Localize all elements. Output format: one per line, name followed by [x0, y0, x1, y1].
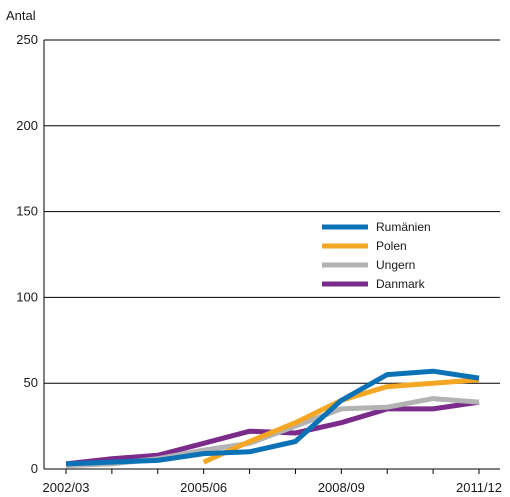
- y-tick-label: 150: [16, 204, 38, 219]
- y-axis-label: Antal: [6, 8, 36, 23]
- y-tick-label: 100: [16, 289, 38, 304]
- legend-label: Danmark: [376, 277, 426, 291]
- y-tick-label: 50: [24, 375, 38, 390]
- gridlines: [43, 39, 500, 470]
- x-tick-label: 2005/06: [180, 480, 227, 495]
- legend: Rumänien Polen Ungern Danmark: [322, 220, 431, 291]
- series-lines: [65, 368, 480, 469]
- x-tick-label: 2002/03: [43, 480, 90, 495]
- y-tick-label: 0: [31, 461, 38, 476]
- y-tick-label: 200: [16, 118, 38, 133]
- y-tick-labels: 0 50 100 150 200 250: [16, 32, 38, 476]
- legend-label: Polen: [376, 239, 407, 253]
- x-tick-label: 2008/09: [318, 480, 365, 495]
- legend-label: Rumänien: [376, 220, 431, 234]
- x-tick-labels: 2002/03 2005/06 2008/09 2011/12: [43, 469, 502, 495]
- legend-label: Ungern: [376, 258, 415, 272]
- y-tick-label: 250: [16, 32, 38, 47]
- x-tick-label: 2011/12: [456, 480, 502, 495]
- series-line-rumänien: [65, 368, 480, 467]
